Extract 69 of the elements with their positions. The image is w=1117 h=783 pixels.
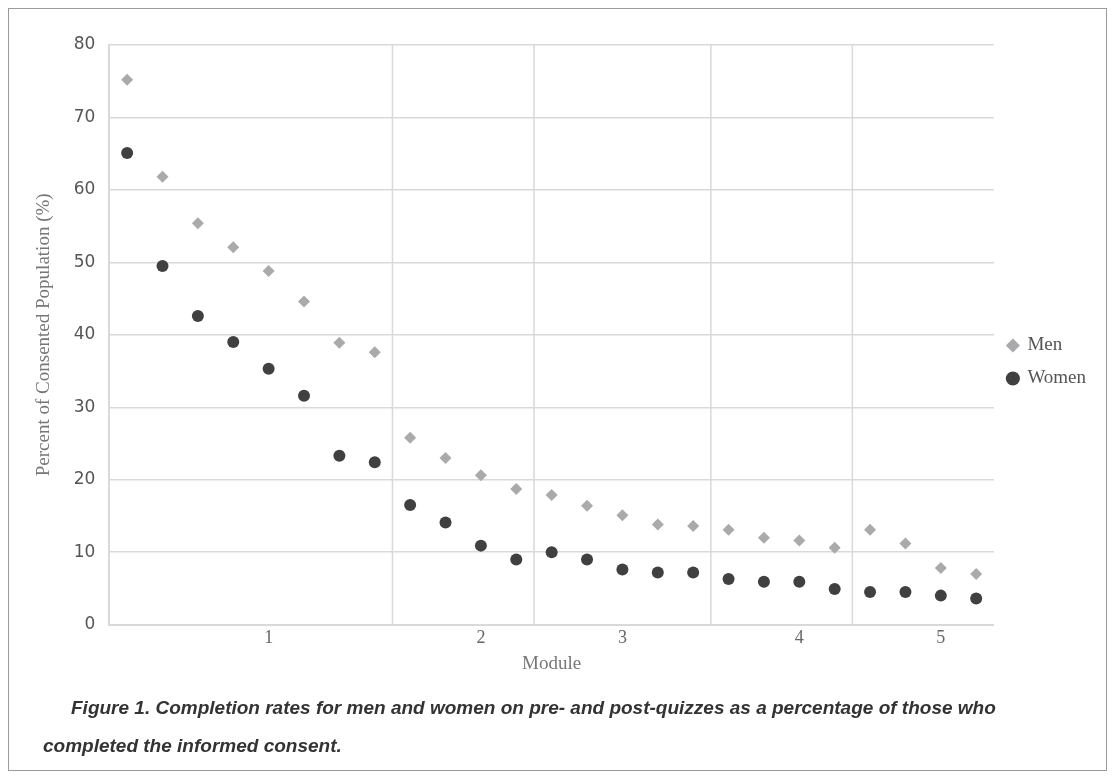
point bbox=[474, 469, 487, 482]
y-tick-label: 80 bbox=[73, 33, 96, 54]
point bbox=[262, 265, 275, 278]
point bbox=[793, 575, 806, 588]
y-tick-label: 0 bbox=[84, 613, 96, 634]
point bbox=[510, 483, 523, 496]
point bbox=[191, 217, 204, 230]
point bbox=[368, 346, 381, 359]
point bbox=[687, 520, 700, 533]
point bbox=[899, 586, 912, 598]
y-tick-label: 10 bbox=[73, 540, 96, 561]
point bbox=[545, 546, 558, 559]
y-tick-label: 30 bbox=[73, 395, 96, 416]
legend-label: Women bbox=[1027, 366, 1087, 388]
y-axis-title: Percent of Consented Population (%) bbox=[32, 193, 55, 477]
y-tick-label: 50 bbox=[73, 250, 96, 271]
point bbox=[970, 567, 983, 580]
point bbox=[439, 516, 452, 529]
point bbox=[864, 523, 877, 536]
point bbox=[333, 449, 346, 462]
point bbox=[510, 553, 523, 566]
point bbox=[864, 586, 877, 598]
y-tick-label: 70 bbox=[73, 105, 96, 126]
x-tick-label: 1 bbox=[264, 627, 274, 648]
x-tick-label: 3 bbox=[617, 627, 627, 648]
x-axis-title: Module bbox=[522, 651, 582, 673]
point bbox=[439, 451, 452, 464]
point bbox=[616, 509, 629, 522]
point bbox=[121, 146, 134, 159]
point bbox=[757, 531, 770, 544]
x-tick-label: 2 bbox=[476, 627, 486, 648]
point bbox=[934, 562, 947, 575]
point bbox=[581, 499, 594, 512]
point bbox=[651, 518, 664, 531]
point bbox=[828, 541, 841, 554]
point bbox=[934, 589, 947, 602]
y-tick-label: 40 bbox=[73, 323, 96, 344]
point bbox=[899, 537, 912, 550]
point bbox=[722, 523, 735, 536]
point bbox=[298, 389, 311, 402]
point bbox=[404, 499, 417, 512]
point bbox=[722, 572, 735, 585]
point bbox=[757, 575, 770, 588]
point bbox=[793, 534, 806, 547]
point bbox=[687, 566, 700, 579]
point bbox=[970, 592, 983, 605]
point bbox=[474, 539, 487, 552]
point bbox=[298, 295, 311, 308]
y-tick-label: 20 bbox=[73, 468, 96, 489]
point bbox=[333, 336, 346, 349]
point bbox=[404, 431, 417, 444]
point bbox=[262, 362, 275, 375]
legend-label: Men bbox=[1027, 333, 1063, 355]
caption: Figure 1. Completion rates for men and women on pre- and post-quizzes as a percentage of those who completed the informed consent. bbox=[43, 696, 997, 758]
point bbox=[545, 488, 558, 501]
point bbox=[227, 241, 240, 254]
point bbox=[156, 259, 169, 272]
x-tick-label: 5 bbox=[936, 627, 946, 648]
point bbox=[368, 456, 381, 469]
point bbox=[828, 583, 841, 596]
point bbox=[227, 336, 240, 349]
point bbox=[581, 553, 594, 566]
point bbox=[191, 309, 204, 322]
point bbox=[651, 566, 664, 579]
y-tick-label: 60 bbox=[73, 178, 96, 199]
point bbox=[156, 170, 169, 183]
x-tick-label: 4 bbox=[794, 627, 804, 648]
point bbox=[616, 563, 629, 576]
point bbox=[121, 73, 134, 86]
